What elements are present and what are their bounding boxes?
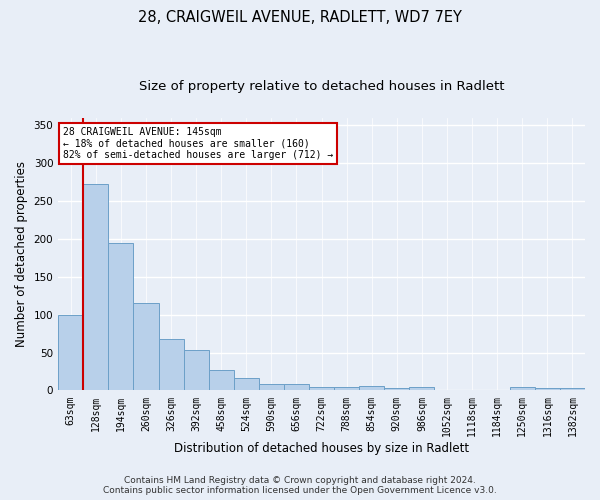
Bar: [560, 388, 585, 390]
Bar: [234, 378, 259, 390]
Bar: [385, 388, 409, 390]
Bar: [259, 384, 284, 390]
X-axis label: Distribution of detached houses by size in Radlett: Distribution of detached houses by size …: [174, 442, 469, 455]
Y-axis label: Number of detached properties: Number of detached properties: [15, 161, 28, 347]
Bar: [510, 388, 535, 390]
Bar: [58, 314, 83, 390]
Bar: [83, 184, 109, 390]
Bar: [535, 388, 560, 390]
Bar: [409, 388, 434, 390]
Text: 28, CRAIGWEIL AVENUE, RADLETT, WD7 7EY: 28, CRAIGWEIL AVENUE, RADLETT, WD7 7EY: [138, 10, 462, 25]
Bar: [284, 384, 309, 390]
Bar: [158, 339, 184, 390]
Text: 28 CRAIGWEIL AVENUE: 145sqm
← 18% of detached houses are smaller (160)
82% of se: 28 CRAIGWEIL AVENUE: 145sqm ← 18% of det…: [63, 127, 334, 160]
Bar: [209, 370, 234, 390]
Bar: [359, 386, 385, 390]
Bar: [334, 386, 359, 390]
Bar: [133, 304, 158, 390]
Text: Contains HM Land Registry data © Crown copyright and database right 2024.
Contai: Contains HM Land Registry data © Crown c…: [103, 476, 497, 495]
Bar: [184, 350, 209, 391]
Bar: [309, 386, 334, 390]
Bar: [109, 243, 133, 390]
Title: Size of property relative to detached houses in Radlett: Size of property relative to detached ho…: [139, 80, 505, 93]
